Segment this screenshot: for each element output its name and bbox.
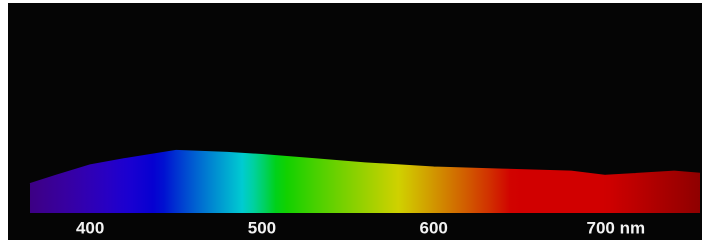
x-tick-label: 500: [248, 218, 276, 237]
x-tick-label: 600: [420, 218, 448, 237]
x-tick-label: 700 nm: [587, 218, 646, 237]
x-tick-label: 400: [76, 218, 104, 237]
page: {"chart_data": {"type": "area", "x": [36…: [0, 0, 707, 243]
chart: 400 500 600 700 nm: [0, 0, 707, 243]
